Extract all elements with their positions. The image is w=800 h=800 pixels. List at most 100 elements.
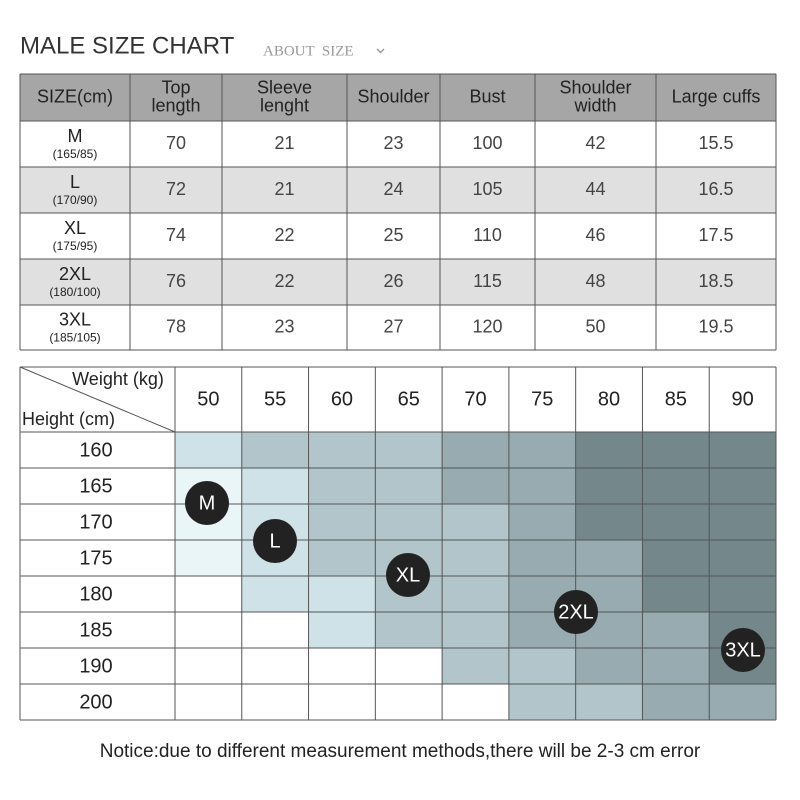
column-header: length xyxy=(151,95,200,115)
column-header: Large cuffs xyxy=(672,86,761,106)
grid-cell xyxy=(308,576,376,612)
grid-cell xyxy=(575,540,643,576)
size-label: 2XL xyxy=(59,264,91,284)
page-title: MALE SIZE CHART xyxy=(20,32,235,59)
weight-label: 70 xyxy=(464,388,486,410)
row-bg xyxy=(20,305,776,350)
header-row xyxy=(20,74,776,121)
measurement: 24 xyxy=(383,179,403,199)
size-badge-label: L xyxy=(269,530,280,552)
height-label: 190 xyxy=(79,655,112,677)
measurement: 48 xyxy=(585,271,605,291)
weight-label: 50 xyxy=(197,388,219,410)
grid-cell xyxy=(575,648,643,684)
measurement: 15.5 xyxy=(698,133,733,153)
grid-cell xyxy=(642,468,710,504)
size-badge-label: 3XL xyxy=(725,639,761,661)
grid-cell xyxy=(241,684,309,720)
measurement: 110 xyxy=(473,225,502,245)
measurement: 76 xyxy=(166,271,186,291)
measurement: 21 xyxy=(274,133,294,153)
size-badge xyxy=(253,519,297,563)
weight-label: 75 xyxy=(531,388,553,410)
size-range: (165/85) xyxy=(53,147,98,161)
column-header: width xyxy=(573,95,616,115)
size-badge xyxy=(386,553,430,597)
grid-cell xyxy=(308,540,376,576)
weight-label: 90 xyxy=(731,388,753,410)
grid-cell xyxy=(442,612,509,648)
measurement: 21 xyxy=(274,179,294,199)
measurement: 18.5 xyxy=(698,271,733,291)
grid-cell xyxy=(442,468,509,504)
size-label: M xyxy=(68,126,83,146)
grid-cell xyxy=(709,432,776,468)
grid-cell xyxy=(575,504,643,540)
grid-cell xyxy=(241,576,309,612)
size-range: (170/90) xyxy=(53,193,98,207)
height-label: 175 xyxy=(79,547,112,569)
grid-cell xyxy=(709,540,776,576)
grid-cell xyxy=(442,576,509,612)
measurement: 22 xyxy=(274,271,294,291)
measurement: 25 xyxy=(383,225,403,245)
weight-height-grid: Weight (kg) Height (cm) 50 55 60 65 70 75 80 85 90… xyxy=(19,366,777,721)
grid-cell xyxy=(508,684,576,720)
grid-cell xyxy=(508,468,576,504)
grid-cell xyxy=(241,432,309,468)
measurement: 70 xyxy=(166,133,186,153)
height-label: 200 xyxy=(79,691,112,713)
measurement: 50 xyxy=(585,316,605,336)
measurement: 26 xyxy=(383,271,403,291)
grid-cell xyxy=(375,648,443,684)
grid-cell xyxy=(642,648,710,684)
height-label: 160 xyxy=(79,439,112,461)
row-bg xyxy=(20,167,776,213)
grid-cell xyxy=(375,432,443,468)
measurement: 46 xyxy=(585,225,605,245)
column-header: lenght xyxy=(260,95,309,115)
about-size-link[interactable]: ABOUT SIZE xyxy=(263,43,354,59)
grid-cell xyxy=(241,612,309,648)
measurement: 105 xyxy=(472,179,502,199)
grid-cell xyxy=(175,648,242,684)
grid-cell xyxy=(308,468,376,504)
grid-cell xyxy=(575,432,643,468)
measurement: 19.5 xyxy=(698,316,733,336)
column-header: Shoulder xyxy=(357,86,429,106)
grid-cell xyxy=(375,504,443,540)
grid-cell xyxy=(241,648,309,684)
grid-cell xyxy=(375,612,443,648)
grid-cell xyxy=(175,684,242,720)
grid-cell xyxy=(308,648,376,684)
measurement: 17.5 xyxy=(698,225,733,245)
column-header: Top xyxy=(161,77,190,97)
grid-cell xyxy=(175,540,242,576)
grid-cell xyxy=(442,540,509,576)
measurement: 74 xyxy=(166,225,186,245)
grid-cell xyxy=(175,432,242,468)
height-label: 165 xyxy=(79,475,112,497)
measurement: 44 xyxy=(585,179,605,199)
weight-label: 55 xyxy=(264,388,286,410)
grid-cell xyxy=(709,468,776,504)
grid-cell xyxy=(642,612,710,648)
grid-cell xyxy=(442,432,509,468)
size-label: L xyxy=(70,172,80,192)
grid-cell xyxy=(642,432,710,468)
size-badge xyxy=(185,481,229,525)
grid-cell xyxy=(375,684,443,720)
grid-cell xyxy=(308,612,376,648)
measurement: 42 xyxy=(585,133,605,153)
grid-cell xyxy=(308,432,376,468)
size-label: 3XL xyxy=(59,309,91,329)
corner-height: Height (cm) xyxy=(22,409,115,429)
weight-label: 65 xyxy=(398,388,420,410)
grid-cell xyxy=(442,504,509,540)
size-range: (180/100) xyxy=(49,285,100,299)
grid-cell xyxy=(308,684,376,720)
measurement: 100 xyxy=(472,133,502,153)
measurement: 22 xyxy=(274,225,294,245)
notice: Notice:due to different measurement meth… xyxy=(100,741,701,762)
grid-cell xyxy=(575,468,643,504)
